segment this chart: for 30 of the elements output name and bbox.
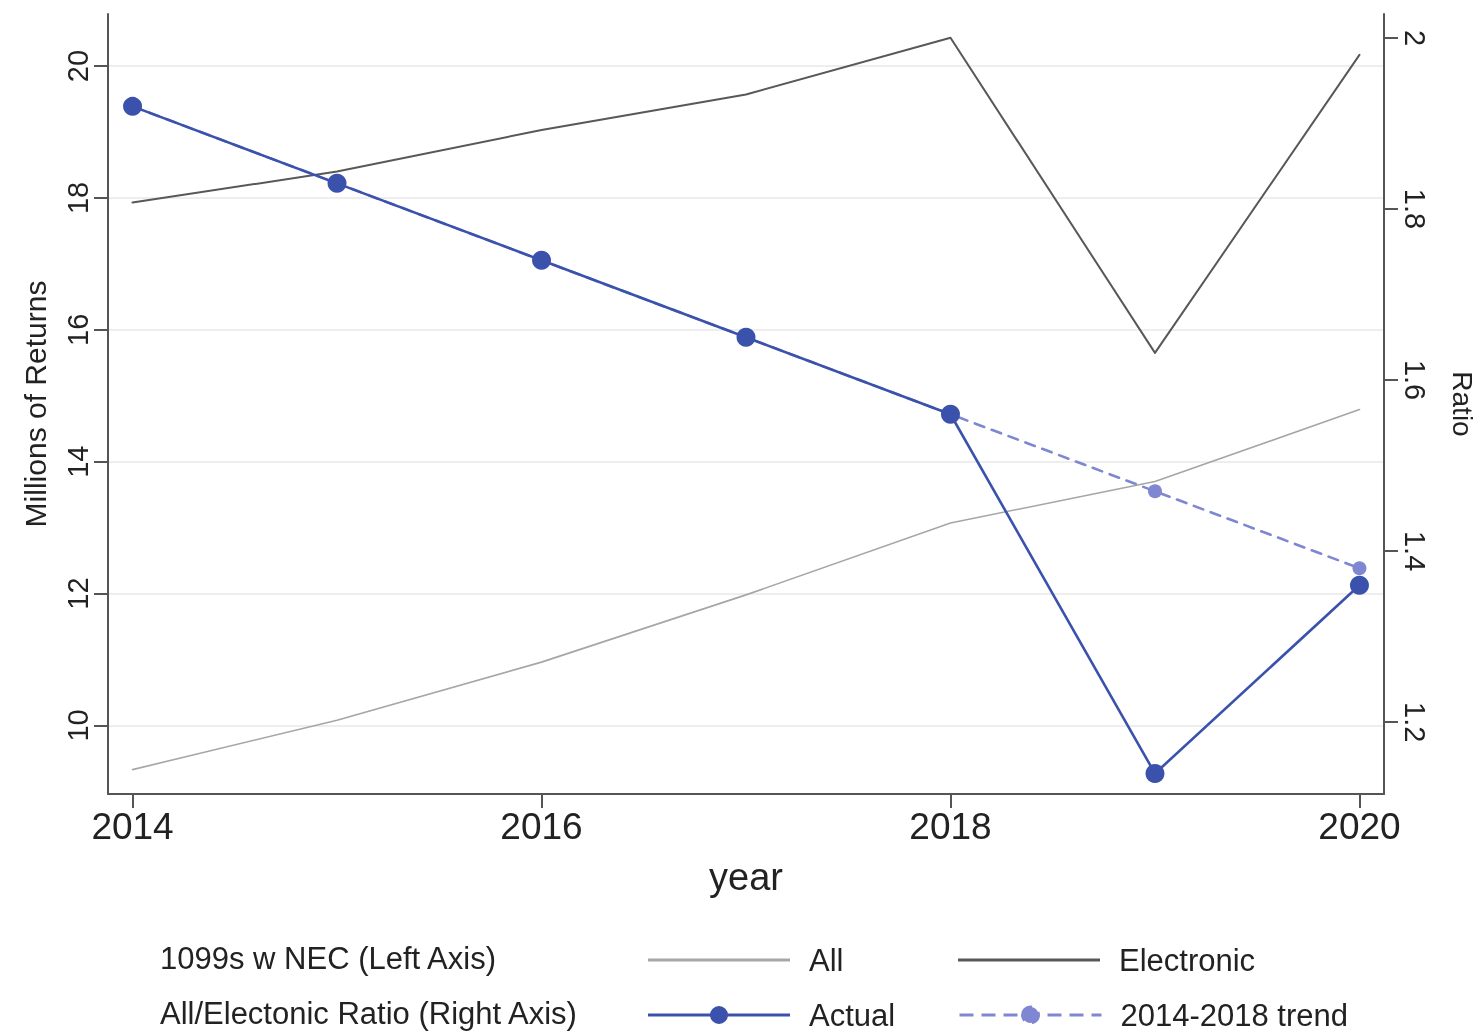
line-series [131,408,1361,771]
point [1349,575,1369,595]
y-tick-label: 20 [61,49,94,83]
x-tick-label: 2014 [91,806,174,847]
y-axis-title: Millions of Returns [18,280,52,528]
point [1145,763,1165,783]
legend-label: 2014-2018 trend [1120,997,1349,1033]
y2-tick-label: 1.6 [1398,359,1431,401]
legend-label: Actual [809,997,896,1033]
x-tick-label: 2020 [1318,806,1401,847]
text: All/Electonic Ratio (Right Axis) [160,996,577,1031]
y-tick-label: 10 [61,709,94,742]
point [1352,561,1367,576]
y-tick-label: 14 [61,445,94,478]
line-series [131,36,1361,354]
y-tick-label: 16 [61,313,94,346]
y-tick-label: 18 [61,181,94,215]
text: 1099s w NEC (Left Axis) [160,941,496,976]
y-tick-label: 12 [61,577,94,610]
legend-label: All [809,942,844,978]
x-tick-label: 2018 [909,806,992,847]
y2-axis-title: Ratio [1446,371,1478,437]
y2-tick-label: 1.2 [1398,701,1431,743]
x-axis-title: year [709,856,784,898]
legend-label: Electronic [1119,942,1256,978]
x-tick-label: 2016 [500,806,583,847]
y2-tick-label: 1.4 [1398,530,1431,572]
point [1147,484,1162,499]
y2-tick-label: 2 [1398,29,1431,47]
y2-tick-label: 1.8 [1398,188,1431,230]
